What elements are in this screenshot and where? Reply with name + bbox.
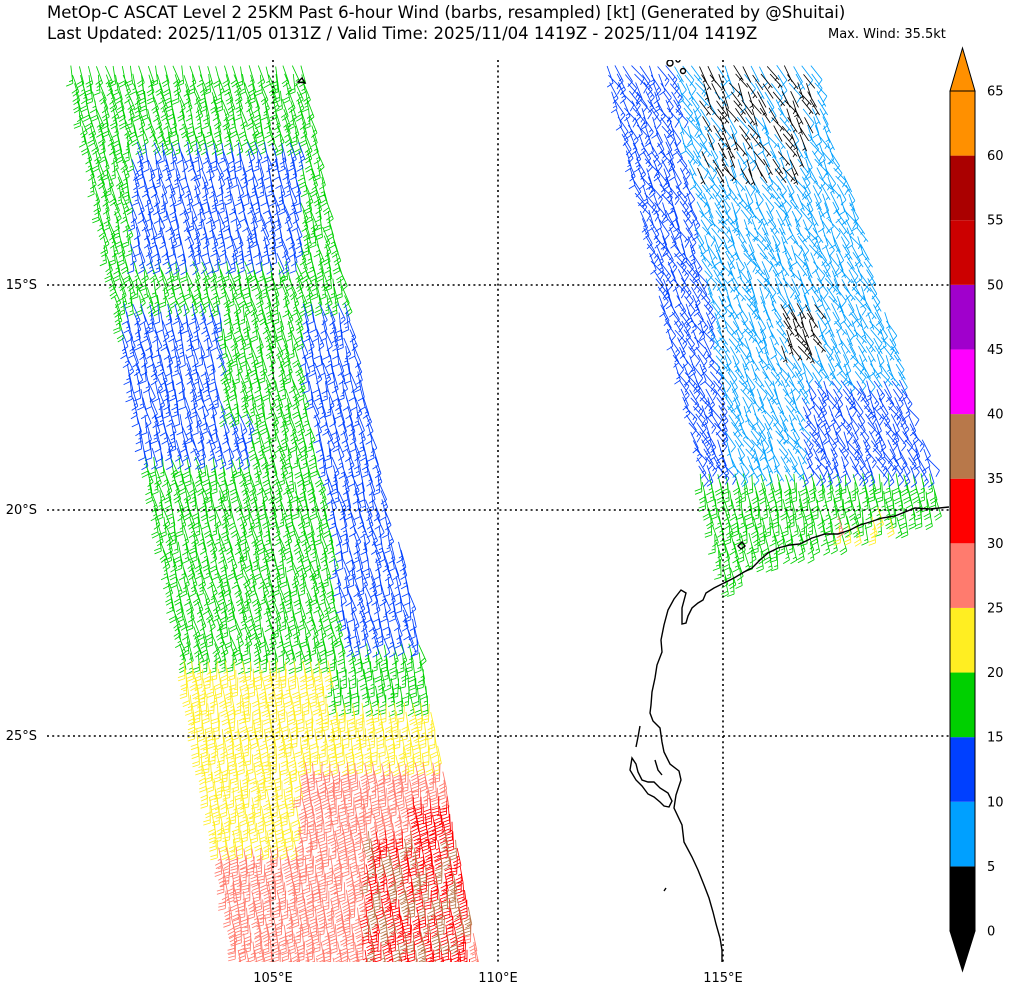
colorbar-bin	[950, 220, 975, 285]
colorbar-tick-label: 35	[987, 472, 1004, 487]
colorbar-bin	[950, 155, 975, 221]
colorbar-tick-label: 15	[987, 731, 1004, 746]
chart-subtitle: Last Updated: 2025/11/05 0131Z / Valid T…	[47, 24, 758, 43]
colorbar-tick-label: 50	[987, 278, 1004, 293]
colorbar-bin	[950, 866, 975, 931]
colorbar-tick-label: 55	[987, 214, 1004, 229]
colorbar-tick-label: 0	[987, 925, 995, 940]
colorbar-tick-label: 45	[987, 343, 1004, 358]
colorbar-bin	[950, 91, 975, 156]
wind-barb-group	[697, 65, 827, 364]
colorbar: 0 5 10 15 20 25 30 35 40 45 50 55 60 65	[949, 46, 1004, 973]
colorbar-tick-label: 20	[987, 666, 1004, 681]
wind-barb-group	[120, 65, 940, 658]
wind-barb-group	[360, 796, 470, 962]
lon-label-110e: 110°E	[478, 971, 518, 986]
colorbar-tick-label: 25	[987, 601, 1004, 616]
coastline	[296, 60, 949, 962]
colorbar-bin	[950, 543, 975, 608]
colorbar-bin	[950, 414, 975, 479]
colorbar-bin	[950, 349, 975, 415]
wind-barb-group	[66, 65, 942, 717]
wind-barbs-layer	[66, 65, 942, 962]
colorbar-tick-label: 60	[987, 149, 1004, 164]
colorbar-tick-label: 65	[987, 85, 1004, 100]
lon-label-115e: 115°E	[703, 971, 743, 986]
wind-barb-group	[214, 516, 845, 962]
wind-barb-group	[359, 830, 473, 962]
lon-label-105e: 105°E	[253, 971, 293, 986]
colorbar-tick-label: 40	[987, 408, 1004, 423]
colorbar-tick-label: 5	[987, 860, 995, 875]
chart-title: MetOp-C ASCAT Level 2 25KM Past 6-hour W…	[47, 3, 846, 22]
lat-label-25s: 25°S	[6, 729, 37, 744]
colorbar-bin	[950, 801, 975, 867]
wind-barb-group	[177, 507, 895, 861]
colorbar-bin	[950, 737, 975, 802]
colorbar-under-arrow	[949, 930, 976, 973]
colorbar-frame	[949, 90, 976, 932]
colorbar-tick-label: 10	[987, 795, 1004, 810]
colorbar-bin	[950, 478, 975, 544]
max-wind-label: Max. Wind: 35.5kt	[828, 27, 946, 42]
colorbar-bin	[950, 672, 975, 738]
colorbar-over-arrow	[949, 46, 976, 92]
colorbar-bin	[950, 284, 975, 350]
lat-label-15s: 15°S	[6, 278, 37, 293]
colorbar-tick-label: 30	[987, 537, 1004, 552]
colorbar-bin	[950, 607, 975, 673]
lat-label-20s: 20°S	[6, 503, 37, 518]
